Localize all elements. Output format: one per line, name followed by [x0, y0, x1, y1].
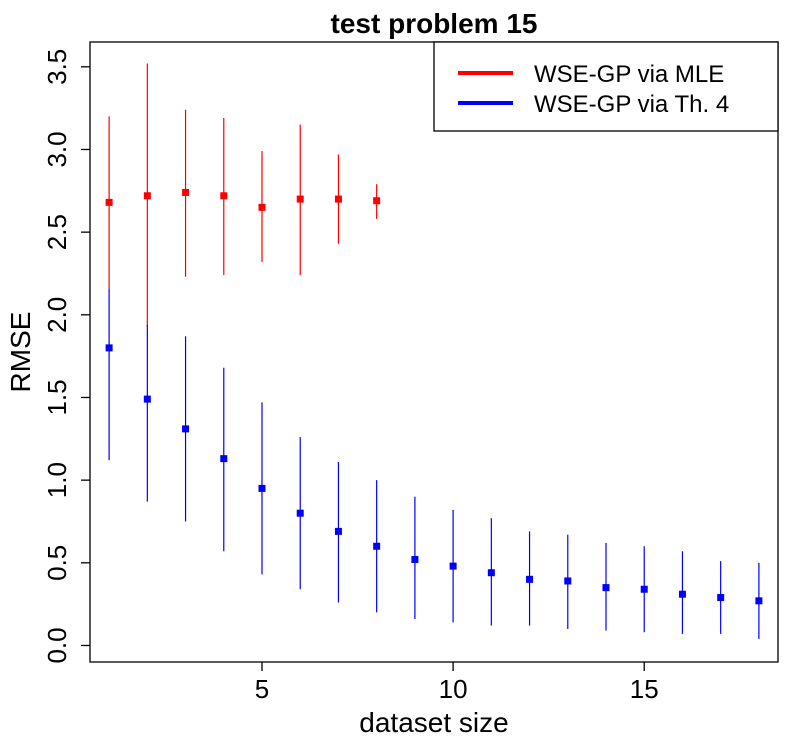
- y-tick-label: 1.5: [42, 379, 72, 415]
- series-0: [105, 63, 381, 327]
- x-axis: 5 10 15: [255, 662, 659, 704]
- y-tick-label: 1.0: [42, 462, 72, 498]
- data-point: [564, 577, 572, 585]
- data-point: [220, 192, 228, 200]
- plot-frame: [89, 41, 779, 663]
- data-point: [143, 395, 151, 403]
- x-tick-label: 5: [255, 674, 269, 704]
- data-point: [258, 484, 266, 492]
- data-point: [678, 590, 686, 598]
- x-tick-label: 10: [439, 674, 468, 704]
- data-point: [449, 562, 457, 570]
- data-point: [526, 575, 534, 583]
- x-axis-label: dataset size: [359, 707, 508, 738]
- chart-title: test problem 15: [331, 8, 538, 39]
- data-point: [334, 527, 342, 535]
- series-1: [105, 288, 763, 639]
- x-tick-label: 15: [630, 674, 659, 704]
- data-point: [411, 555, 419, 563]
- data-point: [296, 195, 304, 203]
- data-point: [220, 455, 228, 463]
- y-tick-label: 3.0: [42, 131, 72, 167]
- y-tick-label: 2.5: [42, 214, 72, 250]
- data-point: [296, 509, 304, 517]
- series-layer: [105, 63, 763, 639]
- y-tick-label: 2.0: [42, 297, 72, 333]
- data-point: [105, 198, 113, 206]
- y-tick-label: 0.0: [42, 627, 72, 663]
- legend: WSE-GP via MLE WSE-GP via Th. 4: [433, 41, 779, 132]
- legend-label-th4: WSE-GP via Th. 4: [534, 91, 729, 118]
- data-point: [182, 188, 190, 196]
- data-point: [105, 344, 113, 352]
- data-point: [182, 425, 190, 433]
- data-point: [487, 569, 495, 577]
- data-point: [640, 585, 648, 593]
- data-point: [373, 542, 381, 550]
- y-axis: 0.0 0.5 1.0 1.5 2.0 2.5 3.0 3.5: [42, 49, 90, 664]
- data-point: [602, 584, 610, 592]
- data-point: [755, 597, 763, 605]
- data-point: [258, 203, 266, 211]
- y-tick-label: 0.5: [42, 545, 72, 581]
- data-point: [717, 594, 725, 602]
- legend-label-mle: WSE-GP via MLE: [534, 61, 724, 88]
- legend-box: [433, 41, 779, 132]
- y-axis-label: RMSE: [5, 312, 36, 393]
- data-point: [373, 197, 381, 205]
- y-tick-label: 3.5: [42, 49, 72, 85]
- data-point: [143, 192, 151, 200]
- data-point: [334, 195, 342, 203]
